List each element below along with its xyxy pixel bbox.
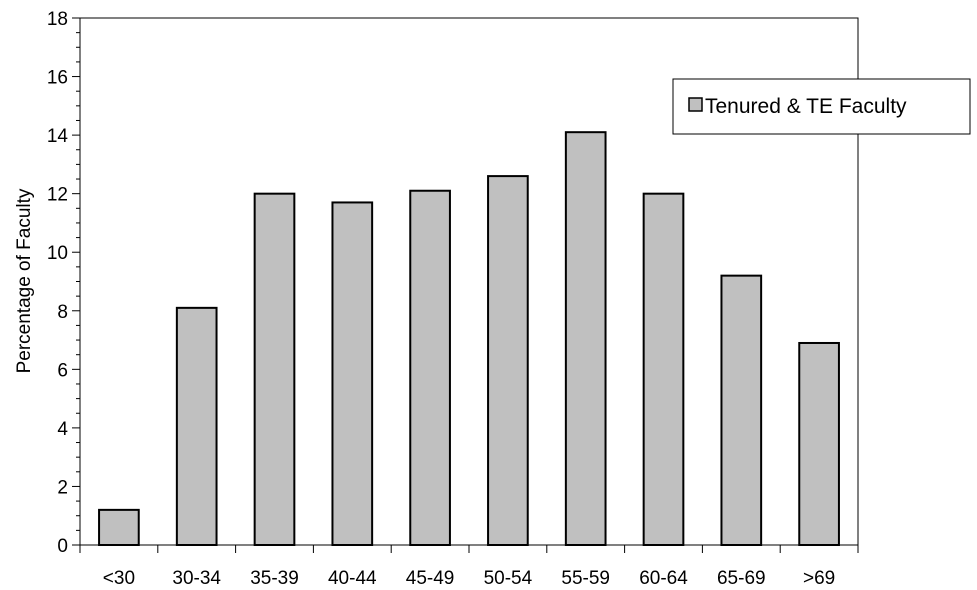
x-tick-label: 55-59 xyxy=(561,568,610,589)
x-tick-label: 30-34 xyxy=(172,568,221,589)
legend-swatch xyxy=(688,97,703,112)
x-tick-label: 45-49 xyxy=(406,568,455,589)
x-axis xyxy=(79,545,859,553)
bar xyxy=(487,175,529,546)
y-tick-label: 18 xyxy=(47,9,68,30)
x-tick-labels: <30 30-34 35-39 40-44 45-49 50-54 55-59 60-64 65… xyxy=(103,568,835,589)
y-tick-label: 16 xyxy=(47,68,68,89)
bar xyxy=(253,192,296,547)
y-axis-title: Percentage of Faculty xyxy=(14,188,35,373)
legend-box xyxy=(672,78,971,135)
y-tick-label: 4 xyxy=(57,419,68,440)
y-tick-label: 6 xyxy=(57,360,68,381)
y-tick-label: 8 xyxy=(57,302,68,323)
bar xyxy=(564,131,607,547)
x-tick-label: 50-54 xyxy=(484,568,533,589)
y-tick-label: 0 xyxy=(57,536,68,557)
x-tick-label: >69 xyxy=(803,568,835,589)
bar xyxy=(798,341,840,546)
bar xyxy=(331,201,374,546)
bar xyxy=(98,508,140,547)
bar xyxy=(409,189,451,546)
y-tick-label: 14 xyxy=(47,126,69,147)
x-tick-label: 65-69 xyxy=(717,568,766,589)
x-tick-label: 60-64 xyxy=(639,568,688,589)
y-tick-labels: 0 2 4 6 8 10 12 14 16 18 xyxy=(47,9,69,557)
legend-label: Tenured & TE Faculty xyxy=(705,95,907,118)
x-tick-label: 40-44 xyxy=(328,568,377,589)
bar xyxy=(642,192,685,547)
bar xyxy=(720,274,763,546)
y-tick-label: 10 xyxy=(47,243,68,264)
y-tick-label: 12 xyxy=(47,185,68,206)
bar xyxy=(175,306,218,546)
y-tick-label: 2 xyxy=(57,477,68,498)
bar-series xyxy=(98,131,840,547)
y-axis xyxy=(72,17,80,546)
legend: Tenured & TE Faculty xyxy=(672,78,971,135)
x-tick-label: <30 xyxy=(103,568,135,589)
x-tick-label: 35-39 xyxy=(250,568,299,589)
